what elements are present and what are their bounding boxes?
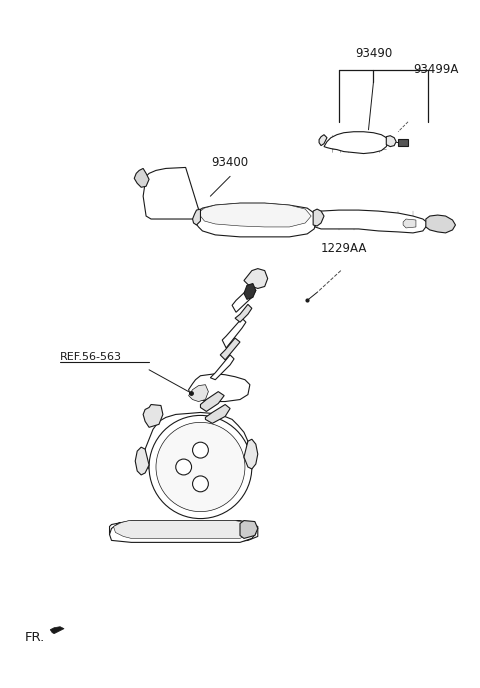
Text: FR.: FR.: [24, 631, 45, 643]
Polygon shape: [135, 447, 149, 475]
Polygon shape: [145, 412, 248, 488]
Circle shape: [192, 442, 208, 458]
Polygon shape: [113, 521, 252, 539]
Polygon shape: [398, 139, 408, 146]
Polygon shape: [426, 215, 456, 233]
Polygon shape: [403, 219, 416, 228]
Text: 1229AA: 1229AA: [321, 241, 367, 255]
Polygon shape: [189, 385, 208, 402]
Polygon shape: [143, 167, 201, 219]
Polygon shape: [244, 439, 258, 469]
Circle shape: [176, 459, 192, 475]
Text: 93490: 93490: [355, 47, 392, 61]
Circle shape: [192, 476, 208, 492]
Polygon shape: [143, 405, 163, 427]
Polygon shape: [210, 355, 234, 380]
Polygon shape: [235, 304, 252, 322]
Polygon shape: [244, 268, 268, 288]
Circle shape: [156, 422, 245, 512]
Polygon shape: [189, 374, 250, 402]
Polygon shape: [222, 319, 246, 348]
Polygon shape: [134, 169, 149, 187]
Text: REF.56-563: REF.56-563: [60, 352, 122, 362]
Polygon shape: [315, 210, 428, 233]
Text: 93400: 93400: [212, 156, 249, 169]
Polygon shape: [232, 286, 256, 312]
Circle shape: [149, 416, 252, 519]
Polygon shape: [240, 521, 258, 539]
Polygon shape: [324, 131, 388, 153]
Polygon shape: [192, 209, 201, 225]
Polygon shape: [201, 203, 311, 227]
Polygon shape: [205, 405, 230, 423]
Polygon shape: [109, 523, 256, 542]
Polygon shape: [195, 203, 317, 237]
Polygon shape: [109, 521, 258, 541]
Polygon shape: [244, 283, 256, 299]
Polygon shape: [201, 391, 224, 411]
Text: 93499A: 93499A: [413, 63, 458, 76]
Polygon shape: [220, 338, 240, 360]
Polygon shape: [386, 136, 396, 147]
Polygon shape: [313, 209, 324, 226]
Polygon shape: [50, 627, 64, 634]
Polygon shape: [319, 135, 327, 146]
